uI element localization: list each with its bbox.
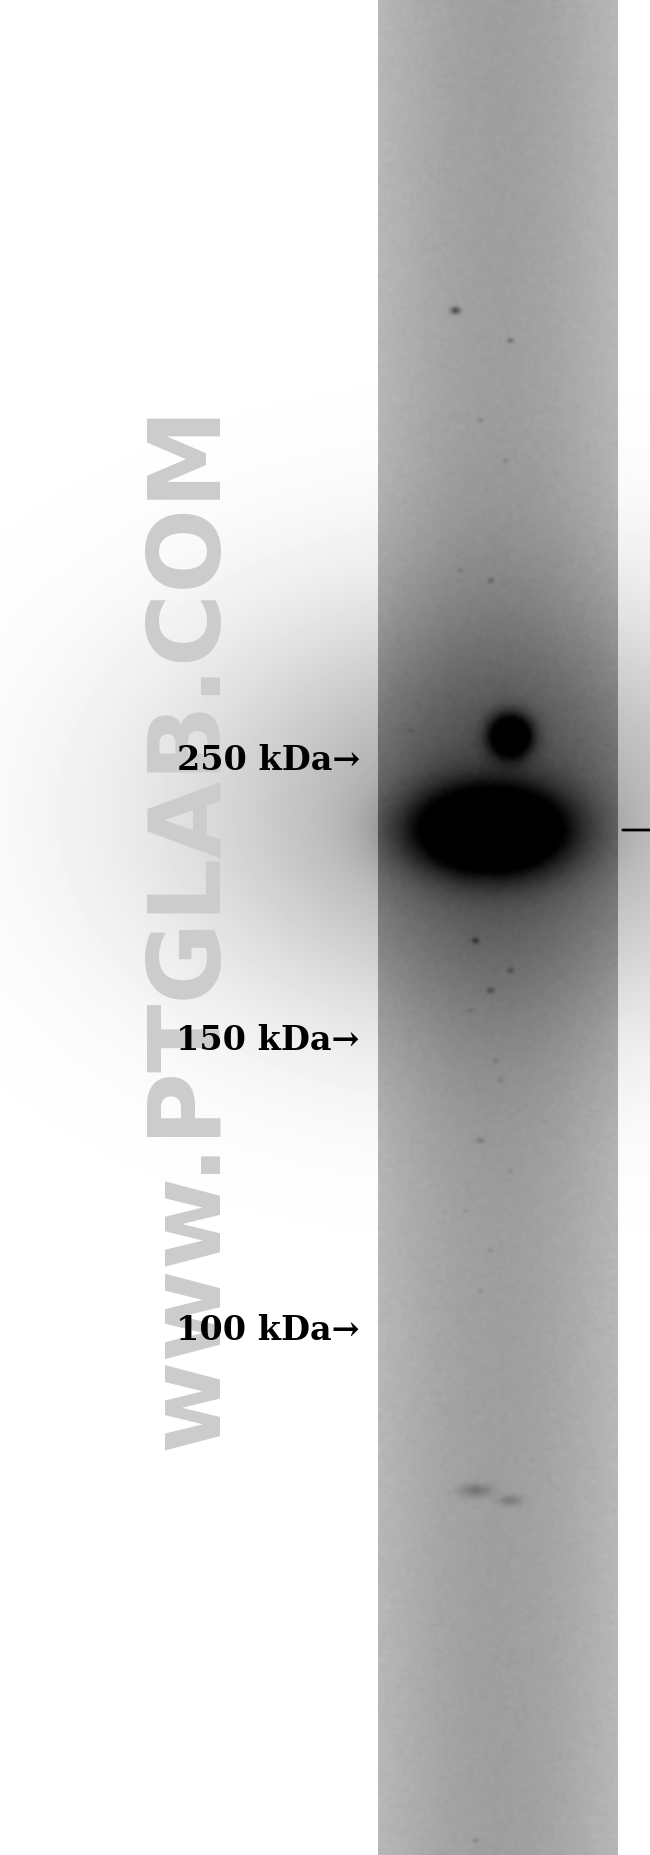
Text: 150 kDa→: 150 kDa→ <box>177 1024 360 1057</box>
Text: 100 kDa→: 100 kDa→ <box>176 1313 360 1347</box>
Text: 250 kDa→: 250 kDa→ <box>177 744 360 777</box>
Text: www.PTGLAB.COM: www.PTGLAB.COM <box>142 404 239 1451</box>
